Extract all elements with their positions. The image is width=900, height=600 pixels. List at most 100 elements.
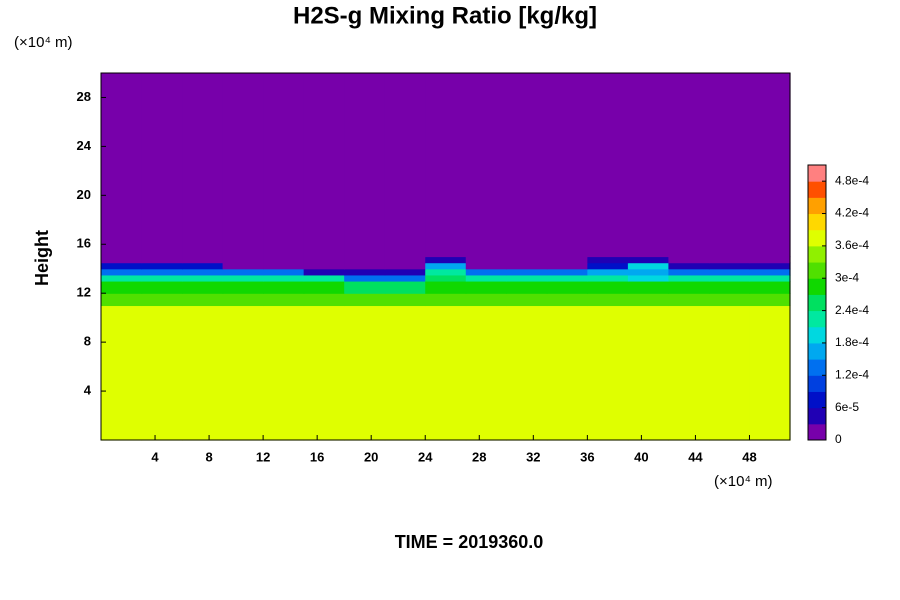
cell: [141, 73, 183, 258]
cell: [303, 268, 345, 276]
colorbar-tick-label: 0: [835, 432, 842, 446]
cell: [303, 73, 345, 258]
cell: [627, 256, 670, 264]
cell: [708, 293, 751, 307]
cell: [182, 280, 224, 294]
cell: [425, 274, 467, 282]
colorbar-segment: [808, 294, 826, 312]
cell: [222, 293, 264, 307]
colorbar-segment: [808, 165, 826, 182]
cell: [182, 274, 224, 282]
cell: [465, 268, 507, 276]
cell: [182, 256, 224, 264]
colorbar-tick-label: 3e-4: [835, 270, 859, 284]
y-axis-label: Height: [32, 230, 52, 286]
y-tick-label: 16: [77, 236, 91, 251]
cell: [627, 268, 670, 276]
cell: [708, 305, 751, 441]
cell: [627, 274, 670, 282]
cell: [465, 274, 507, 282]
cell: [141, 280, 183, 294]
y-tick-label: 12: [77, 285, 91, 300]
cell: [587, 305, 629, 441]
cell: [222, 262, 264, 270]
y-tick-label: 8: [84, 334, 91, 349]
cell: [708, 73, 751, 258]
cell: [749, 274, 791, 282]
cell: [303, 305, 345, 441]
cell: [425, 268, 467, 276]
cell: [506, 280, 548, 294]
cell: [344, 73, 386, 258]
cell: [344, 274, 386, 282]
cell: [506, 256, 548, 264]
x-tick-label: 44: [688, 449, 703, 464]
cell: [546, 280, 588, 294]
cell: [101, 280, 143, 294]
colorbar-tick-label: 6e-5: [835, 400, 859, 414]
x-tick-label: 32: [526, 449, 540, 464]
x-tick-label: 40: [634, 449, 648, 464]
cell: [222, 280, 264, 294]
cell: [182, 262, 224, 270]
cell: [141, 305, 183, 441]
cell: [425, 293, 467, 307]
colorbar-segment: [808, 310, 826, 328]
x-tick-label: 12: [256, 449, 270, 464]
cell: [587, 262, 629, 270]
cell: [182, 305, 224, 441]
cell: [668, 305, 710, 441]
cell: [708, 268, 751, 276]
cell: [425, 256, 467, 264]
cell: [587, 280, 629, 294]
cell: [222, 268, 264, 276]
colorbar-segment: [808, 197, 826, 215]
colorbar-segment: [808, 375, 826, 392]
x-tick-label: 24: [418, 449, 433, 464]
cell: [749, 293, 791, 307]
cell: [708, 256, 751, 264]
cell: [627, 293, 670, 307]
x-tick-label: 36: [580, 449, 594, 464]
cell: [465, 73, 507, 258]
colorbar-segment: [808, 391, 826, 409]
cell: [384, 256, 426, 264]
cell: [344, 262, 386, 270]
cell: [425, 305, 467, 441]
cell: [708, 274, 751, 282]
cell: [384, 262, 426, 270]
cell: [425, 262, 467, 270]
cell: [263, 305, 305, 441]
colorbar-segment: [808, 359, 826, 376]
y-tick-label: 28: [77, 89, 91, 104]
cell: [303, 274, 345, 282]
cell: [506, 274, 548, 282]
cell: [587, 73, 629, 258]
cell: [222, 305, 264, 441]
cell: [587, 293, 629, 307]
x-tick-label: 48: [742, 449, 756, 464]
cell: [708, 262, 751, 270]
cell: [465, 256, 507, 264]
cell: [627, 73, 670, 258]
cell: [344, 293, 386, 307]
cell: [546, 268, 588, 276]
cell: [587, 268, 629, 276]
y-tick-label: 20: [77, 187, 91, 202]
cell: [182, 293, 224, 307]
cell: [141, 268, 183, 276]
colorbar-tick-label: 4.2e-4: [835, 206, 869, 220]
cell: [222, 73, 264, 258]
cell: [668, 262, 710, 270]
y-unit: (×10⁴ m): [14, 34, 73, 51]
cell: [384, 274, 426, 282]
cell: [263, 262, 305, 270]
cell: [546, 256, 588, 264]
y-tick-label: 24: [77, 138, 92, 153]
cell: [465, 280, 507, 294]
cell: [263, 256, 305, 264]
cell: [668, 268, 710, 276]
cell: [425, 280, 467, 294]
cell: [668, 280, 710, 294]
cell: [425, 73, 467, 258]
